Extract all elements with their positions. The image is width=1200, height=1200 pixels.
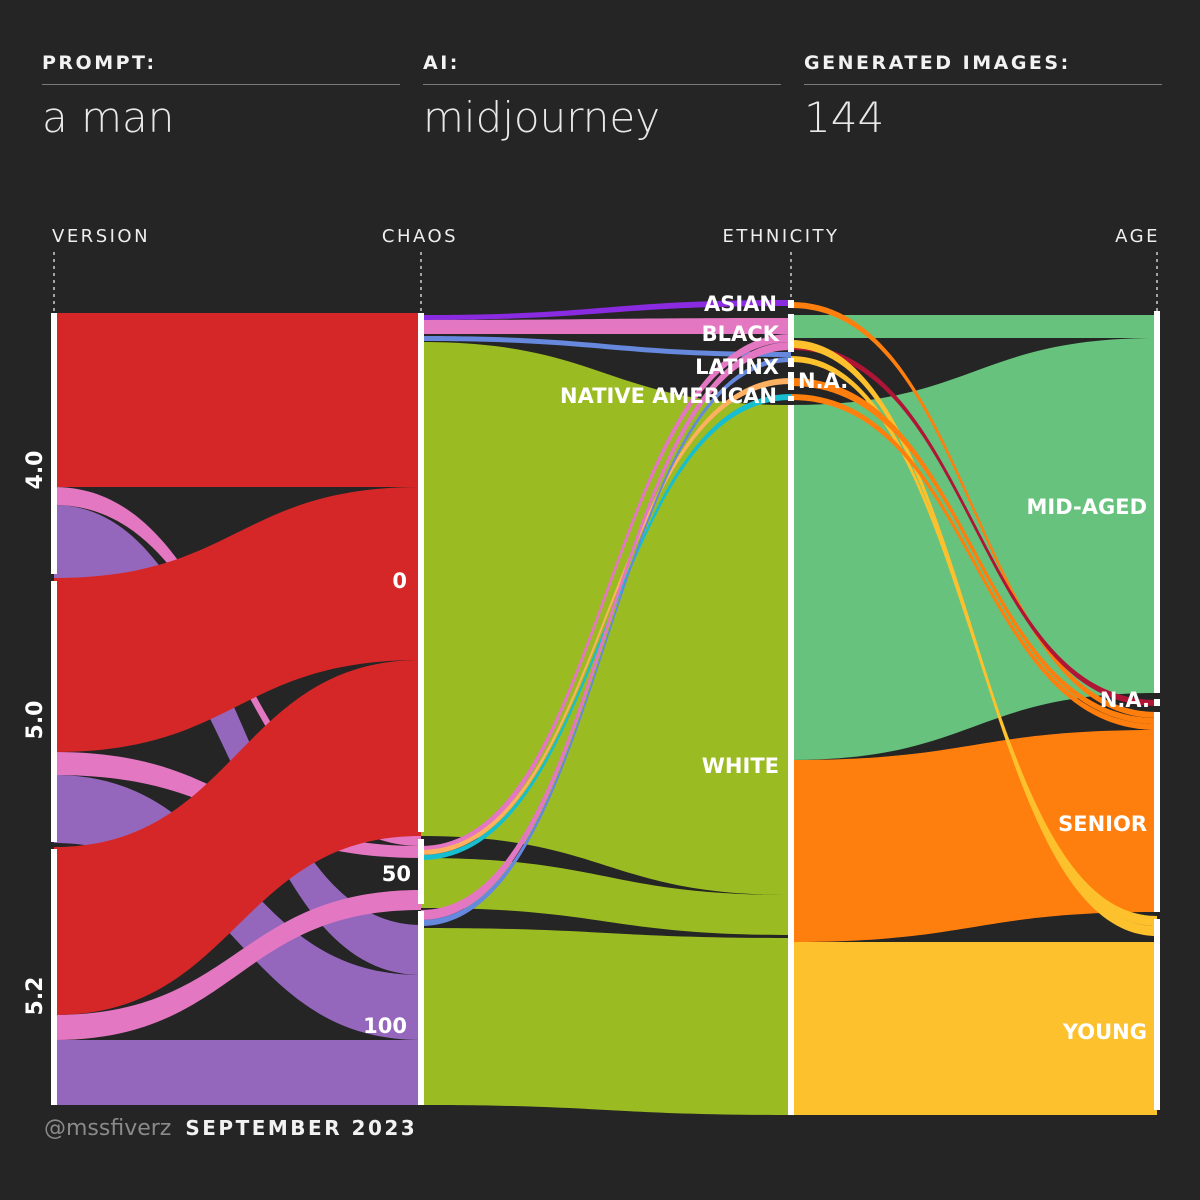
flow-native-american-senior (791, 394, 1157, 730)
axis-bar-version-seg-1 (51, 581, 57, 842)
node-label-chaos-0: 0 (392, 569, 407, 593)
ai-value: midjourney (423, 93, 661, 142)
node-label-senior: SENIOR (1058, 812, 1147, 836)
flow-asian-senior (791, 302, 1157, 718)
node-label-version-5-0: 5.0 (23, 701, 48, 740)
node-label-age-na: N.A. (1100, 688, 1150, 712)
node-label-version-5-2: 5.2 (23, 977, 48, 1016)
axis-bar-chaos-seg-2 (418, 911, 424, 1105)
node-label-chaos-50: 50 (382, 862, 411, 886)
axis-bar-age-seg-1 (1154, 699, 1160, 706)
axis-bar-version-seg-0 (51, 313, 57, 574)
author-handle: @mssfiverz (44, 1116, 172, 1141)
flow-chaos-black-lower (421, 342, 791, 920)
axis-bar-ethnicity-seg-3 (788, 372, 794, 390)
axis-bar-version-seg-2 (51, 849, 57, 1105)
footer: @mssfiverz SEPTEMBER 2023 (44, 1116, 417, 1141)
flow-v52-chaos0-red (54, 660, 421, 1015)
node-label-ethnicity-na: N.A. (798, 369, 848, 393)
flow-white-senior (791, 730, 1157, 942)
flow-chaos-latinx-upper (421, 336, 791, 357)
axis-bar-age-seg-0 (1154, 311, 1160, 693)
flow-white-young (791, 942, 1157, 1115)
images-value: 144 (804, 93, 885, 142)
flow-chaos-white-lower-a (421, 858, 791, 935)
axis-bars (51, 300, 1160, 1115)
flow-white-age-top (791, 315, 1157, 338)
ai-block: AI: midjourney (423, 52, 781, 142)
node-label-chaos-100: 100 (363, 1014, 407, 1038)
axis-bar-ethnicity-seg-5 (788, 405, 794, 1115)
node-label-black: BLACK (702, 322, 780, 346)
prompt-block: PROMPT: a man (42, 52, 400, 142)
axis-bar-ethnicity-seg-2 (788, 358, 794, 367)
node-label-asian: ASIAN (704, 292, 777, 316)
axis-bar-age-seg-2 (1154, 712, 1160, 912)
flow-v52-chaos100-purple (54, 1040, 421, 1105)
node-label-native-american: NATIVE AMERICAN (560, 384, 777, 408)
flow-v40-chaos0-red (54, 313, 421, 487)
flow-chaos-black-upper (421, 318, 791, 334)
node-label-white: WHITE (702, 754, 779, 778)
dim-label-age: AGE (1115, 226, 1160, 247)
axis-bar-ethnicity-seg-0 (788, 300, 794, 308)
flow-chaos-na-mid (421, 378, 791, 855)
flow-chaos-black-mid (421, 334, 791, 854)
flow-v40-chaos100-purple (54, 505, 421, 975)
images-label: GENERATED IMAGES: (804, 52, 1162, 85)
dim-label-ethnicity: ETHNICITY (722, 226, 839, 247)
axis-bar-chaos-seg-0 (418, 313, 424, 832)
axis-bar-age-seg-3 (1154, 919, 1160, 1110)
flow-na-senior (791, 378, 1157, 724)
node-label-version-4-0: 4.0 (23, 451, 48, 490)
flow-v50-chaos0-red (54, 487, 421, 752)
ribbons-front (54, 300, 1157, 1105)
node-label-mid-aged: MID-AGED (1026, 495, 1147, 519)
node-label-young: YOUNG (1062, 1020, 1147, 1044)
flow-chaos-latinx-lower (421, 357, 791, 926)
prompt-value: a man (42, 93, 175, 142)
node-label-latinx: LATINX (695, 355, 779, 379)
flow-chaos-white-lower-b (421, 928, 791, 1115)
axis-bar-ethnicity-seg-1 (788, 314, 794, 352)
ai-label: AI: (423, 52, 781, 85)
images-block: GENERATED IMAGES: 144 (804, 52, 1162, 142)
flow-latinx-young (791, 356, 1157, 926)
dim-label-chaos: CHAOS (382, 226, 458, 247)
axis-guides (53, 252, 1158, 312)
axis-bar-ethnicity-seg-4 (788, 396, 794, 401)
footer-date: SEPTEMBER 2023 (185, 1116, 418, 1140)
prompt-label: PROMPT: (42, 52, 400, 85)
flow-v52-chaos100-pink (54, 890, 421, 1040)
flow-black-na (791, 344, 1157, 706)
node-labels: 4.0 5.0 5.2 0 50 100 ASIAN BLACK LATINX … (23, 292, 1150, 1044)
dim-label-version: VERSION (52, 226, 150, 247)
flow-chaos-asian (421, 300, 791, 320)
axis-bar-chaos-seg-1 (418, 839, 424, 904)
